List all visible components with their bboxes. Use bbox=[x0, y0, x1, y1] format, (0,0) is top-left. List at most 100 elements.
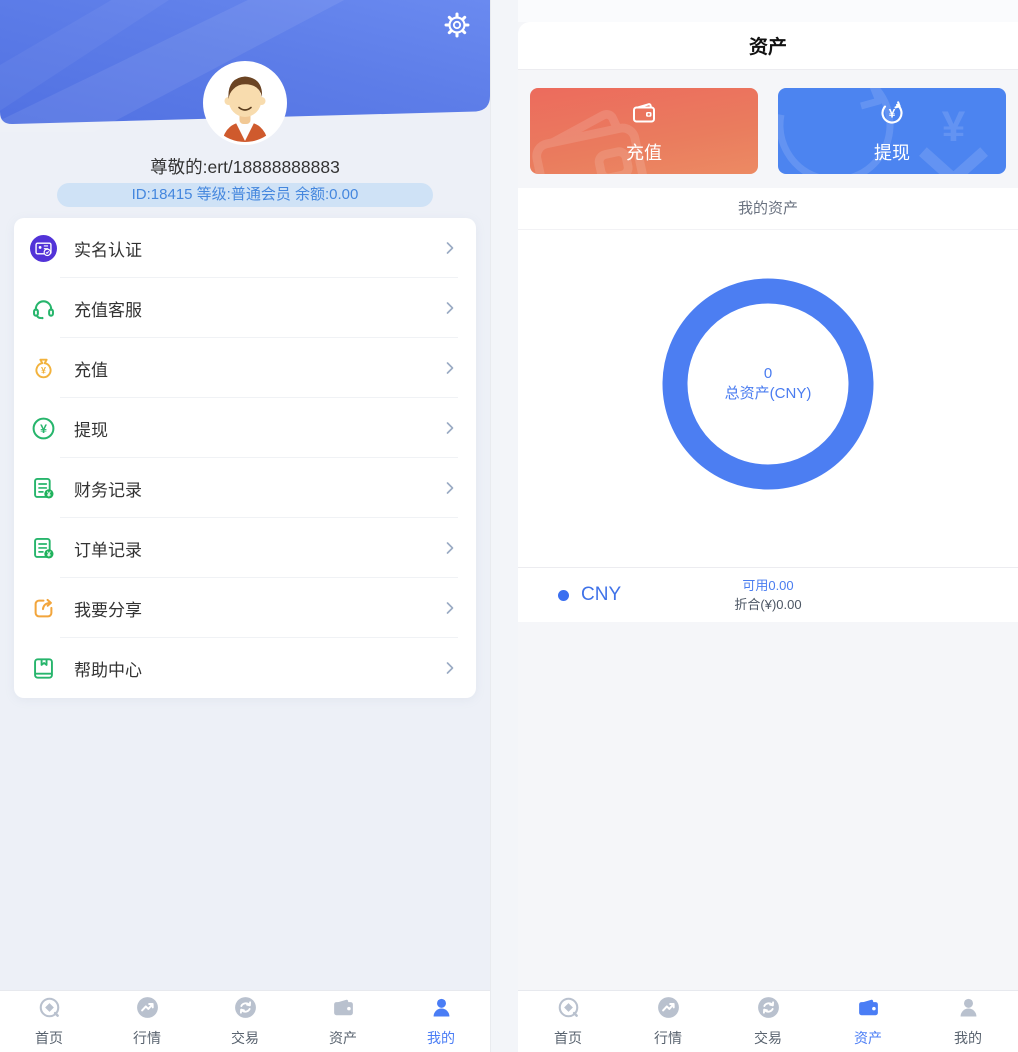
menu-item-withdraw[interactable]: ¥ 提现 bbox=[14, 398, 476, 458]
order-record-icon: ¥ bbox=[30, 535, 57, 562]
yuan-arrow-watermark-icon: ¥ bbox=[919, 103, 988, 174]
menu-item-finance-records[interactable]: ¥ 财务记录 bbox=[14, 458, 476, 518]
nav-trade[interactable]: 交易 bbox=[718, 991, 818, 1052]
cny-converted: 折合(¥)0.00 bbox=[734, 597, 802, 612]
nav-label: 首页 bbox=[554, 1030, 582, 1046]
share-icon bbox=[30, 595, 57, 622]
person-icon bbox=[429, 995, 454, 1025]
svg-text:¥: ¥ bbox=[47, 489, 51, 498]
menu-item-recharge-service[interactable]: 充值客服 bbox=[14, 278, 476, 338]
nav-assets[interactable]: 资产 bbox=[294, 991, 392, 1052]
nav-mine[interactable]: 我的 bbox=[392, 991, 490, 1052]
withdraw-circle-icon: ¥ bbox=[877, 98, 907, 133]
nav-label: 我的 bbox=[427, 1030, 455, 1046]
chevron-right-icon bbox=[446, 482, 454, 494]
panel-divider bbox=[490, 0, 518, 1052]
menu-item-order-records[interactable]: ¥ 订单记录 bbox=[14, 518, 476, 578]
wallet-outline-icon bbox=[629, 98, 659, 133]
chevron-right-icon bbox=[446, 542, 454, 554]
money-bag-icon: ¥ bbox=[30, 355, 57, 382]
my-assets-card: 我的资产 0 总资产(CNY) bbox=[518, 188, 1018, 568]
donut-center-text: 0 总资产(CNY) bbox=[656, 272, 880, 496]
chevron-right-icon bbox=[446, 602, 454, 614]
nav-assets[interactable]: 资产 bbox=[818, 991, 918, 1052]
assets-header: 资产 bbox=[518, 22, 1018, 70]
menu-item-label: 帮助中心 bbox=[74, 660, 142, 680]
profile-menu: 实名认证 充值客服 bbox=[14, 218, 476, 698]
menu-item-label: 充值 bbox=[74, 360, 108, 380]
nav-label: 行情 bbox=[133, 1030, 161, 1046]
menu-item-label: 我要分享 bbox=[74, 600, 142, 620]
nav-home[interactable]: 首页 bbox=[518, 991, 618, 1052]
menu-item-label: 实名认证 bbox=[74, 240, 142, 260]
chevron-right-icon bbox=[446, 422, 454, 434]
person-icon bbox=[956, 995, 981, 1025]
top-strip bbox=[518, 0, 1018, 22]
menu-item-label: 提现 bbox=[74, 420, 108, 440]
menu-item-label: 充值客服 bbox=[74, 300, 142, 320]
withdraw-button[interactable]: ¥ ¥ 提现 bbox=[778, 88, 1006, 174]
wallet-icon bbox=[856, 995, 881, 1025]
recharge-button[interactable]: 充值 bbox=[530, 88, 758, 174]
nav-market[interactable]: 行情 bbox=[618, 991, 718, 1052]
headset-icon bbox=[30, 295, 57, 322]
nav-label: 交易 bbox=[754, 1030, 782, 1046]
nav-home[interactable]: 首页 bbox=[0, 991, 98, 1052]
home-icon bbox=[37, 995, 62, 1025]
nav-label: 行情 bbox=[654, 1030, 682, 1046]
market-icon bbox=[656, 995, 681, 1025]
bottom-nav-right: 首页 行情 交易 资产 bbox=[518, 990, 1018, 1052]
withdraw-yuan-icon: ¥ bbox=[30, 415, 57, 442]
nav-label: 资产 bbox=[329, 1030, 357, 1046]
nav-label: 资产 bbox=[854, 1030, 882, 1046]
page-title: 资产 bbox=[748, 37, 787, 58]
nav-label: 我的 bbox=[954, 1030, 982, 1046]
menu-item-label: 订单记录 bbox=[74, 540, 142, 560]
avatar bbox=[203, 61, 287, 145]
svg-text:¥: ¥ bbox=[40, 421, 47, 435]
action-buttons: 充值 ¥ ¥ 提现 bbox=[530, 88, 1006, 174]
cny-symbol: CNY bbox=[581, 584, 622, 605]
svg-text:¥: ¥ bbox=[942, 103, 966, 150]
nav-mine[interactable]: 我的 bbox=[918, 991, 1018, 1052]
total-assets-value: 0 bbox=[763, 364, 773, 382]
recharge-label: 充值 bbox=[626, 142, 662, 163]
profile-page: 尊敬的:ert/18888888883 ID:18415 等级:普通会员 余额:… bbox=[0, 0, 490, 1052]
nav-label: 交易 bbox=[231, 1030, 259, 1046]
withdraw-label: 提现 bbox=[874, 142, 910, 163]
menu-item-label: 财务记录 bbox=[74, 480, 142, 500]
menu-item-help-center[interactable]: 帮助中心 bbox=[14, 638, 476, 698]
id-card-icon bbox=[30, 234, 57, 262]
nav-label: 首页 bbox=[35, 1030, 63, 1046]
cny-amounts: 可用0.00 折合(¥)0.00 bbox=[518, 576, 1018, 615]
chevron-right-icon bbox=[446, 662, 454, 674]
arc-watermark-icon bbox=[778, 88, 894, 174]
total-assets-label: 总资产(CNY) bbox=[724, 385, 812, 402]
user-greeting: 尊敬的:ert/18888888883 bbox=[150, 157, 340, 177]
chevron-right-icon bbox=[446, 362, 454, 374]
chevron-right-icon bbox=[446, 302, 454, 314]
cny-dot-icon bbox=[558, 589, 569, 601]
cny-asset-row[interactable]: CNY 可用0.00 折合(¥)0.00 bbox=[518, 568, 1018, 622]
donut-ring bbox=[662, 278, 874, 490]
svg-text:¥: ¥ bbox=[889, 106, 896, 120]
settings-gear-icon[interactable] bbox=[440, 8, 474, 42]
help-center-icon bbox=[30, 655, 57, 682]
nav-trade[interactable]: 交易 bbox=[196, 991, 294, 1052]
menu-item-realname[interactable]: 实名认证 bbox=[14, 218, 476, 278]
trade-icon bbox=[233, 995, 258, 1025]
trade-icon bbox=[756, 995, 781, 1025]
svg-text:¥: ¥ bbox=[47, 549, 51, 558]
nav-market[interactable]: 行情 bbox=[98, 991, 196, 1052]
menu-item-share[interactable]: 我要分享 bbox=[14, 578, 476, 638]
chevron-right-icon bbox=[446, 242, 454, 254]
wallet-watermark-icon bbox=[532, 110, 649, 174]
home-icon bbox=[556, 995, 581, 1025]
my-assets-title: 我的资产 bbox=[518, 188, 1018, 230]
assets-page: 资产 充值 bbox=[518, 0, 1018, 1052]
assets-donut-chart: 0 总资产(CNY) bbox=[656, 272, 880, 496]
wallet-icon bbox=[331, 995, 356, 1025]
menu-item-recharge[interactable]: ¥ 充值 bbox=[14, 338, 476, 398]
cny-available: 可用0.00 bbox=[742, 577, 794, 593]
